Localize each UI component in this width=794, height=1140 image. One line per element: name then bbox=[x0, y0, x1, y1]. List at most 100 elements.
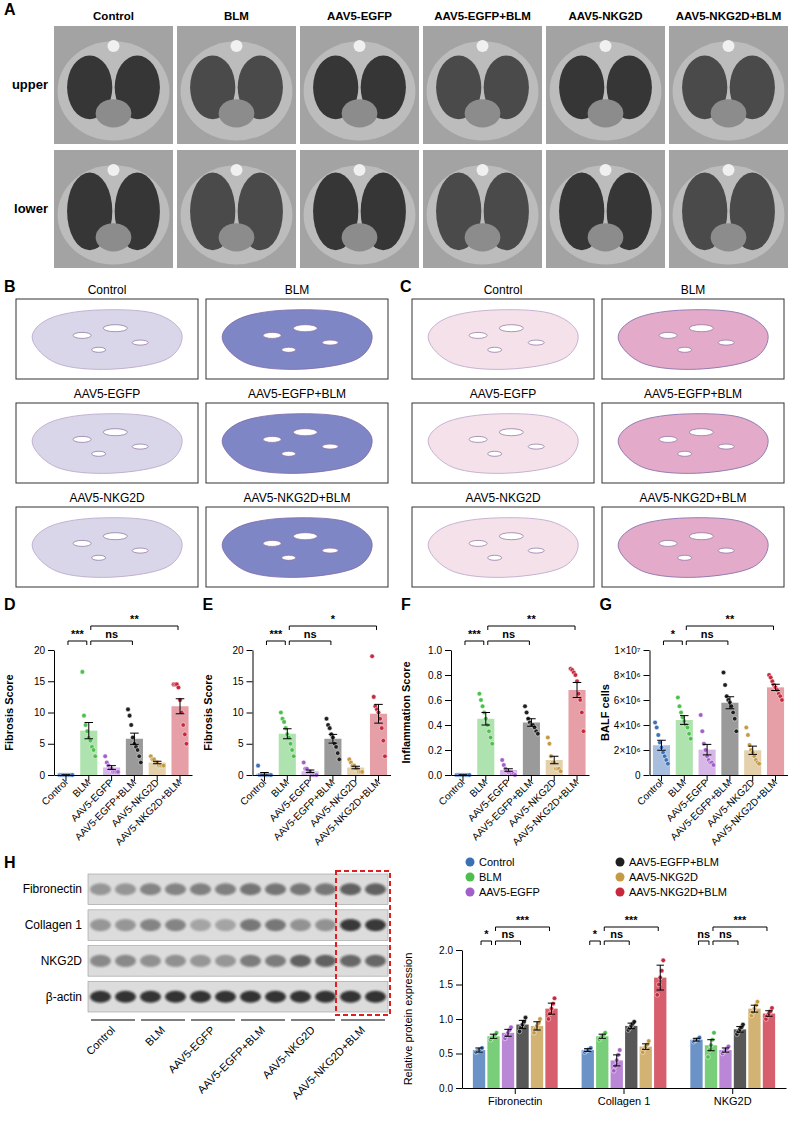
airway bbox=[103, 429, 127, 436]
data-point bbox=[82, 713, 87, 718]
y-axis-line bbox=[650, 651, 651, 776]
data-point bbox=[679, 710, 684, 715]
panel-letter: E bbox=[203, 596, 214, 613]
bar bbox=[763, 1013, 775, 1088]
significance-bracket bbox=[604, 941, 629, 945]
data-point bbox=[490, 741, 495, 746]
data-point bbox=[646, 1039, 651, 1044]
ct-body bbox=[550, 41, 662, 140]
x-tick-mark bbox=[88, 775, 89, 781]
x-tick-mark bbox=[729, 775, 730, 781]
x-tick-mark bbox=[180, 775, 181, 781]
bar bbox=[640, 1047, 652, 1088]
y-tick: 10 bbox=[232, 707, 252, 718]
ct-background bbox=[300, 26, 419, 144]
panel-masson: BControlBLMAAV5-EGFPAAV5-EGFP+BLMAAV5-NK… bbox=[4, 278, 388, 587]
ct-background bbox=[54, 150, 173, 268]
blot-band bbox=[365, 991, 386, 1003]
significance-label: ** bbox=[130, 613, 139, 625]
y-tick: 15 bbox=[34, 676, 54, 687]
blot-band bbox=[215, 991, 236, 1003]
data-point bbox=[290, 748, 295, 753]
section-label: AAV5-NKG2D bbox=[69, 491, 144, 505]
ct-spine bbox=[723, 164, 735, 176]
y-tick-mark bbox=[48, 681, 54, 682]
legend-swatch bbox=[616, 858, 625, 867]
error-bar bbox=[736, 1027, 743, 1033]
bar bbox=[721, 703, 738, 775]
ct-background bbox=[177, 26, 296, 144]
data-point bbox=[324, 716, 329, 721]
section-label: AAV5-EGFP+BLM bbox=[248, 387, 346, 401]
data-point bbox=[744, 725, 749, 730]
blot-band bbox=[315, 955, 336, 967]
group-label: Control bbox=[84, 1024, 118, 1058]
data-point bbox=[536, 731, 541, 736]
legend-label: AAV5-NKG2D bbox=[629, 871, 698, 883]
x-tick: AAV5-NKG2D+BLM bbox=[312, 775, 383, 847]
section-label: Control bbox=[484, 283, 523, 297]
airway bbox=[293, 429, 317, 436]
section-frame bbox=[16, 299, 198, 379]
error-bar bbox=[482, 713, 491, 726]
data-point bbox=[552, 996, 557, 1001]
data-point bbox=[116, 770, 121, 775]
y-axis-title: BALF cells bbox=[599, 684, 611, 741]
airway bbox=[293, 325, 317, 332]
bar bbox=[676, 720, 693, 775]
data-point bbox=[698, 713, 703, 718]
data-point bbox=[697, 1035, 702, 1040]
data-point bbox=[126, 707, 131, 712]
data-point bbox=[256, 763, 261, 768]
bar bbox=[654, 978, 666, 1088]
airway bbox=[132, 444, 148, 449]
data-point bbox=[371, 695, 376, 700]
ct-heart bbox=[96, 223, 132, 251]
x-tick-mark bbox=[134, 775, 135, 781]
ct-spine bbox=[354, 40, 366, 52]
data-point bbox=[712, 1031, 717, 1036]
airway bbox=[499, 533, 523, 540]
bar bbox=[625, 1026, 637, 1088]
y-tick-mark bbox=[445, 700, 451, 701]
y-tick-label: 10 bbox=[232, 707, 244, 718]
ct-body bbox=[427, 165, 539, 264]
data-point bbox=[687, 731, 692, 736]
data-point bbox=[524, 710, 529, 715]
ct-spine bbox=[231, 40, 243, 52]
data-point bbox=[547, 741, 552, 746]
y-tick-label: 0.0 bbox=[439, 1083, 453, 1094]
y-tick: 5 bbox=[39, 738, 54, 749]
significance-bracket bbox=[663, 641, 682, 645]
x-tick-label: AAV5-NKG2D+BLM bbox=[113, 777, 184, 848]
ct-background bbox=[669, 150, 788, 268]
row-label: upper bbox=[12, 77, 48, 92]
y-tick: 0 bbox=[635, 770, 650, 781]
data-point bbox=[654, 725, 659, 730]
data-point bbox=[757, 761, 762, 766]
x-tick: Control bbox=[238, 775, 269, 807]
significance-label: * bbox=[484, 928, 489, 940]
airway bbox=[499, 429, 523, 436]
blot-band bbox=[215, 883, 236, 895]
blot-band bbox=[115, 919, 136, 931]
y-tick-label: 5 bbox=[39, 738, 45, 749]
bar bbox=[596, 1036, 608, 1088]
tissue bbox=[618, 518, 768, 578]
error-bar bbox=[771, 684, 780, 690]
error-bar bbox=[722, 1048, 729, 1052]
x-tick: Collagen 1 bbox=[598, 1088, 651, 1107]
y-tick-mark bbox=[445, 750, 451, 751]
error-bar bbox=[519, 1020, 526, 1028]
marks bbox=[454, 666, 585, 777]
blot-band bbox=[140, 919, 161, 931]
y-tick-label: 0.4 bbox=[428, 720, 442, 731]
section-label: AAV5-EGFP bbox=[74, 387, 140, 401]
x-tick: AAV5-NKG2D+BLM bbox=[113, 775, 184, 847]
y-tick-label: 0.5 bbox=[439, 1048, 453, 1059]
ct-heart bbox=[219, 223, 255, 251]
significance-bracket bbox=[68, 641, 87, 645]
group-label: AAV5-NKG2D bbox=[260, 1024, 317, 1081]
y-tick-mark bbox=[247, 681, 253, 682]
airway bbox=[678, 347, 692, 352]
